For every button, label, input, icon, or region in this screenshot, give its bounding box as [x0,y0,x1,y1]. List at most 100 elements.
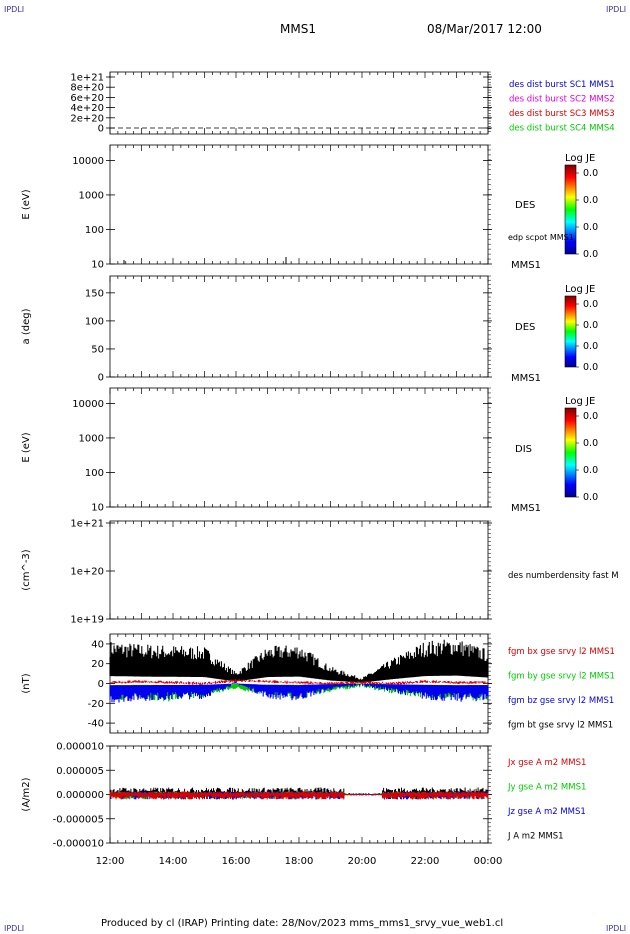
spacecraft-title: MMS1 [280,22,316,36]
panel-5: 1e+21 1e+20 1e+19 (cm^-3) [21,519,492,626]
y-tick-label: 150 [85,288,104,299]
y-tick-label: 0 [98,124,104,135]
y-tick-label: 50 [91,344,104,355]
y-tick-label: 10000 [72,399,104,410]
corner-tag-bottom-right: IPDLI [606,924,627,933]
legend-entry: des dist burst SC2 MMS2 [509,95,615,105]
legend-entry: Jy gse A m2 MMS1 [507,783,586,793]
x-tick-label: 14:00 [159,856,188,867]
colorbar [564,407,577,498]
y-tick-label: 100 [85,468,104,479]
y-tick-label: 10 [91,503,104,514]
x-tick-label: 20:00 [348,856,377,867]
y-tick-label: 100 [85,225,104,236]
y-axis-label: (nT) [21,673,32,693]
colorbar-label: 0.0 [583,195,598,206]
y-tick-label: -40 [88,719,104,730]
y-tick-label: 40 [91,639,104,650]
y-tick-label: 1e+21 [70,519,104,530]
colorbar-label: 0.0 [583,320,598,331]
spacecraft-label: MMS1 [511,373,541,384]
colorbar-title: Log JE [565,396,595,407]
corner-tag-top-right: IPDLI [606,5,627,14]
x-tick-label: 18:00 [285,856,314,867]
y-tick-label: 1000 [79,190,104,201]
colorbar-label: 0.0 [583,465,598,476]
legend-entry: fgm by gse srvy l2 MMS1 [508,672,615,682]
colorbar-label: 0.0 [583,222,598,233]
product-label: DES [515,200,535,211]
y-tick-label: -0.000010 [53,839,104,850]
legend-entry: fgm bx gse srvy l2 MMS1 [508,647,615,657]
colorbar-label: 0.0 [583,362,598,373]
legend-entry: des dist burst SC1 MMS1 [509,80,615,90]
legend-entry: des numberdensity fast M [508,571,619,581]
y-tick-label: 1e+20 [70,567,104,578]
legend-entry: Jz gse A m2 MMS1 [507,807,586,817]
x-tick-label: 22:00 [411,856,440,867]
y-tick-label: 10000 [72,156,104,167]
y-tick-label: 2e+20 [70,113,104,124]
panel-6: 40 20 0 -20 -40 (nT) [21,633,492,734]
y-tick-label: -20 [88,699,104,710]
legend-entry: fgm bt gse srvy l2 MMS1 [508,721,613,731]
colorbar-label: 0.0 [583,249,598,260]
y-axis-label: E (eV) [21,189,32,219]
y-tick-label: 8e+20 [70,83,104,94]
y-tick-label: 20 [91,659,104,670]
panel-frame [109,71,489,135]
legend-entry: Jx gse A m2 MMS1 [507,758,586,768]
series-trace-black [109,639,489,683]
x-tick-label: 16:00 [222,856,251,867]
colorbar-label: 0.0 [583,168,598,179]
colorbar-label: 0.0 [583,299,598,310]
panel-2: 10000 1000 100 10 E (eV) [21,144,492,271]
y-tick-label: 0.000000 [56,790,104,801]
footer-credit: Produced by cl (IRAP) Printing date: 28/… [101,918,504,929]
product-label: DES [515,322,535,333]
y-tick-label: -0.000005 [53,814,104,825]
y-axis-label: a (deg) [21,308,32,344]
colorbar-label: 0.0 [583,492,598,503]
y-tick-label: 1000 [79,433,104,444]
y-axis-label: E (eV) [21,432,32,462]
y-axis-label: (cm^-3) [21,549,32,590]
colorbar-label: 0.0 [583,411,598,422]
panel-frame [109,144,489,265]
colorbar [564,164,577,255]
x-tick-label: 00:00 [474,856,503,867]
panel-3: 150 100 50 0 a (deg) [21,275,492,384]
legend-entry: J A m2 MMS1 [507,832,564,842]
y-tick-label: 1e+21 [70,73,104,84]
legend-entry: des dist burst SC3 MMS3 [509,109,615,119]
panel-frame [109,275,489,378]
colorbar-label: 0.0 [583,438,598,449]
series-trace-red [109,679,489,685]
y-axis-label: (A/m2) [21,777,32,811]
colorbar-title: Log JE [565,153,595,164]
spacecraft-label: MMS1 [511,260,541,271]
y-tick-label: 0 [98,373,104,384]
series-trace-red [109,791,489,800]
y-tick-label: 0 [98,679,104,690]
y-tick-label: 4e+20 [70,103,104,114]
panel-frame [109,633,489,734]
spacecraft-label: MMS1 [511,503,541,514]
y-tick-label: 10 [91,260,104,271]
y-tick-label: 1e+19 [70,615,104,626]
colorbar-label: 0.0 [583,341,598,352]
colorbar [564,295,577,368]
panel-4: 10000 1000 100 10 E (eV) [21,387,492,514]
legend-entry: fgm bz gse srvy l2 MMS1 [508,696,614,706]
datetime-title: 08/Mar/2017 12:00 [427,22,542,36]
panel-frame [109,520,489,620]
product-label: DIS [515,444,532,455]
legend-entry: des dist burst SC4 MMS4 [509,124,615,134]
x-tick-label: 12:00 [96,856,125,867]
series-trace-blue [109,681,489,703]
corner-tag-bottom-left: IPDLI [4,924,25,933]
corner-tag-top-left: IPDLI [4,5,25,14]
y-tick-label: 6e+20 [70,93,104,104]
